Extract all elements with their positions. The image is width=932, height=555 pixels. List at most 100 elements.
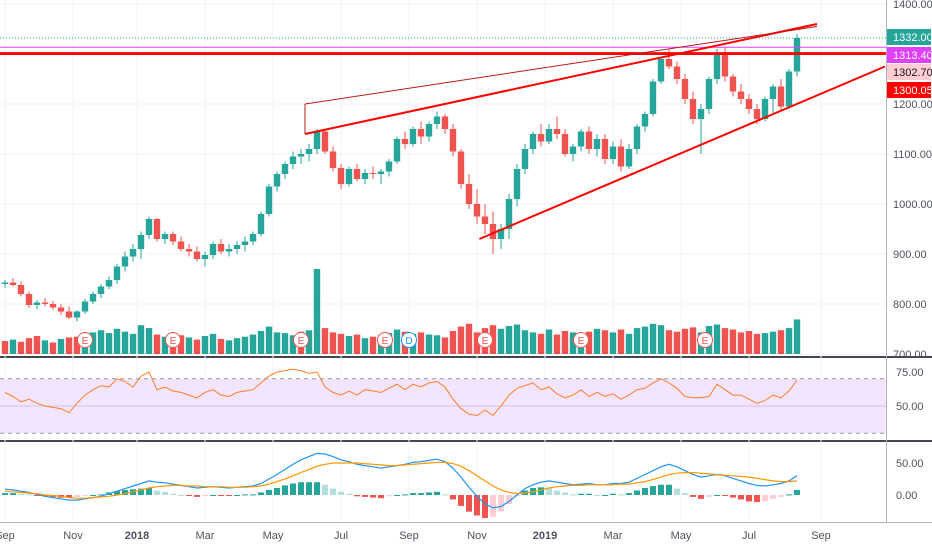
candle-up xyxy=(121,256,129,267)
macd-histogram-bar xyxy=(658,484,664,495)
rsi-tick-label: 75.00 xyxy=(896,367,924,379)
price-tag xyxy=(887,47,931,63)
candle-down xyxy=(537,134,545,142)
volume-bar xyxy=(105,333,113,354)
volume-bar xyxy=(345,336,353,354)
volume-bar xyxy=(769,331,777,354)
candle-down xyxy=(441,116,449,129)
price-tick-label: 700.00 xyxy=(893,349,927,361)
candle-up xyxy=(137,235,145,249)
macd-histogram-bar xyxy=(250,494,256,496)
macd-histogram-bar xyxy=(298,482,304,495)
volume-bar xyxy=(465,323,473,354)
volume-bar xyxy=(601,330,609,354)
macd-histogram-bar xyxy=(210,495,216,496)
volume-bar xyxy=(497,328,505,354)
event-marker xyxy=(697,332,713,348)
event-marker-label: D xyxy=(405,336,412,347)
candle-up xyxy=(97,286,105,294)
candle-down xyxy=(177,241,185,249)
volume-bar xyxy=(585,331,593,354)
candle-up xyxy=(393,139,401,162)
candle-down xyxy=(169,234,177,242)
time-tick-label: 2019 xyxy=(533,530,557,542)
candle-down xyxy=(49,304,57,308)
volume-bar xyxy=(625,333,633,354)
candle-down xyxy=(417,129,425,137)
candle-down xyxy=(185,249,193,252)
event-marker xyxy=(401,332,417,348)
macd-histogram-bar xyxy=(170,493,176,495)
volume-bar xyxy=(121,331,129,354)
volume-bar xyxy=(353,334,361,354)
macd-histogram-bar xyxy=(242,494,248,496)
macd-histogram-bar xyxy=(722,495,728,496)
macd-histogram-bar xyxy=(698,495,704,499)
volume-bar xyxy=(217,338,225,354)
candle-up xyxy=(433,116,441,124)
candle-down xyxy=(465,184,473,204)
macd-histogram-bar xyxy=(258,492,264,495)
macd-line xyxy=(4,452,798,509)
macd-histogram-bar xyxy=(626,493,632,495)
volume-bar xyxy=(649,323,657,354)
time-tick-label: Jul xyxy=(742,530,756,542)
event-marker-label: E xyxy=(82,336,89,347)
macd-histogram-bar xyxy=(490,495,496,517)
price-tick-label: 1400.00 xyxy=(893,0,932,11)
volume-bar xyxy=(113,328,121,354)
candle-down xyxy=(553,129,561,134)
macd-histogram-bar xyxy=(10,493,16,495)
candle-up xyxy=(529,134,537,149)
volume-bar xyxy=(153,334,161,354)
candle-down xyxy=(65,311,73,318)
time-tick-label: Sep xyxy=(399,530,419,542)
candle-down xyxy=(617,146,625,167)
event-marker-label: E xyxy=(382,336,389,347)
event-marker-label: E xyxy=(298,336,305,347)
volume-bar xyxy=(33,336,41,354)
macd-histogram-bar xyxy=(218,495,224,496)
volume-bar xyxy=(1,341,9,354)
macd-histogram-bar xyxy=(226,495,232,496)
macd-histogram-bar xyxy=(186,495,192,496)
volume-bar xyxy=(761,333,769,354)
price-tick-label: 900.00 xyxy=(893,249,927,261)
volume-bar xyxy=(233,338,241,354)
macd-histogram-bar xyxy=(394,495,400,496)
time-tick-label: 2018 xyxy=(125,530,149,542)
macd-histogram-bar xyxy=(410,493,416,495)
time-tick-label: Sep xyxy=(811,530,831,542)
macd-histogram-bar xyxy=(274,487,280,495)
candle-up xyxy=(633,126,641,149)
volume-bar xyxy=(681,328,689,354)
candle-down xyxy=(57,307,65,312)
volume-bar xyxy=(65,337,73,354)
candle-up xyxy=(625,149,633,167)
candle-down xyxy=(321,131,329,152)
axes[interactable]: 1400.001300.001200.001100.001000.00900.0… xyxy=(0,0,932,542)
macd-histogram-bar xyxy=(26,494,32,496)
lower-trendline xyxy=(479,65,886,240)
volume-bar xyxy=(41,340,49,354)
macd-histogram-bar xyxy=(618,494,624,496)
macd-histogram-bar xyxy=(202,495,208,496)
volume-bar xyxy=(537,333,545,354)
candle-up xyxy=(377,171,385,174)
volume-bar xyxy=(249,334,257,354)
macd-histogram-bar xyxy=(370,495,376,498)
event-marker xyxy=(165,332,181,348)
macd-histogram-bar xyxy=(114,491,120,495)
volume-bar xyxy=(97,330,105,354)
macd-histogram-bar xyxy=(770,495,776,499)
candle-down xyxy=(329,151,337,168)
volume-bar xyxy=(657,325,665,354)
time-tick-label: Nov xyxy=(63,530,83,542)
volume-bar xyxy=(9,339,17,354)
macd-histogram-bar xyxy=(466,495,472,512)
candle-up xyxy=(257,214,265,234)
macd-histogram-bar xyxy=(122,489,128,495)
macd-histogram-bar xyxy=(42,495,48,497)
time-tick-label: May xyxy=(263,530,284,542)
